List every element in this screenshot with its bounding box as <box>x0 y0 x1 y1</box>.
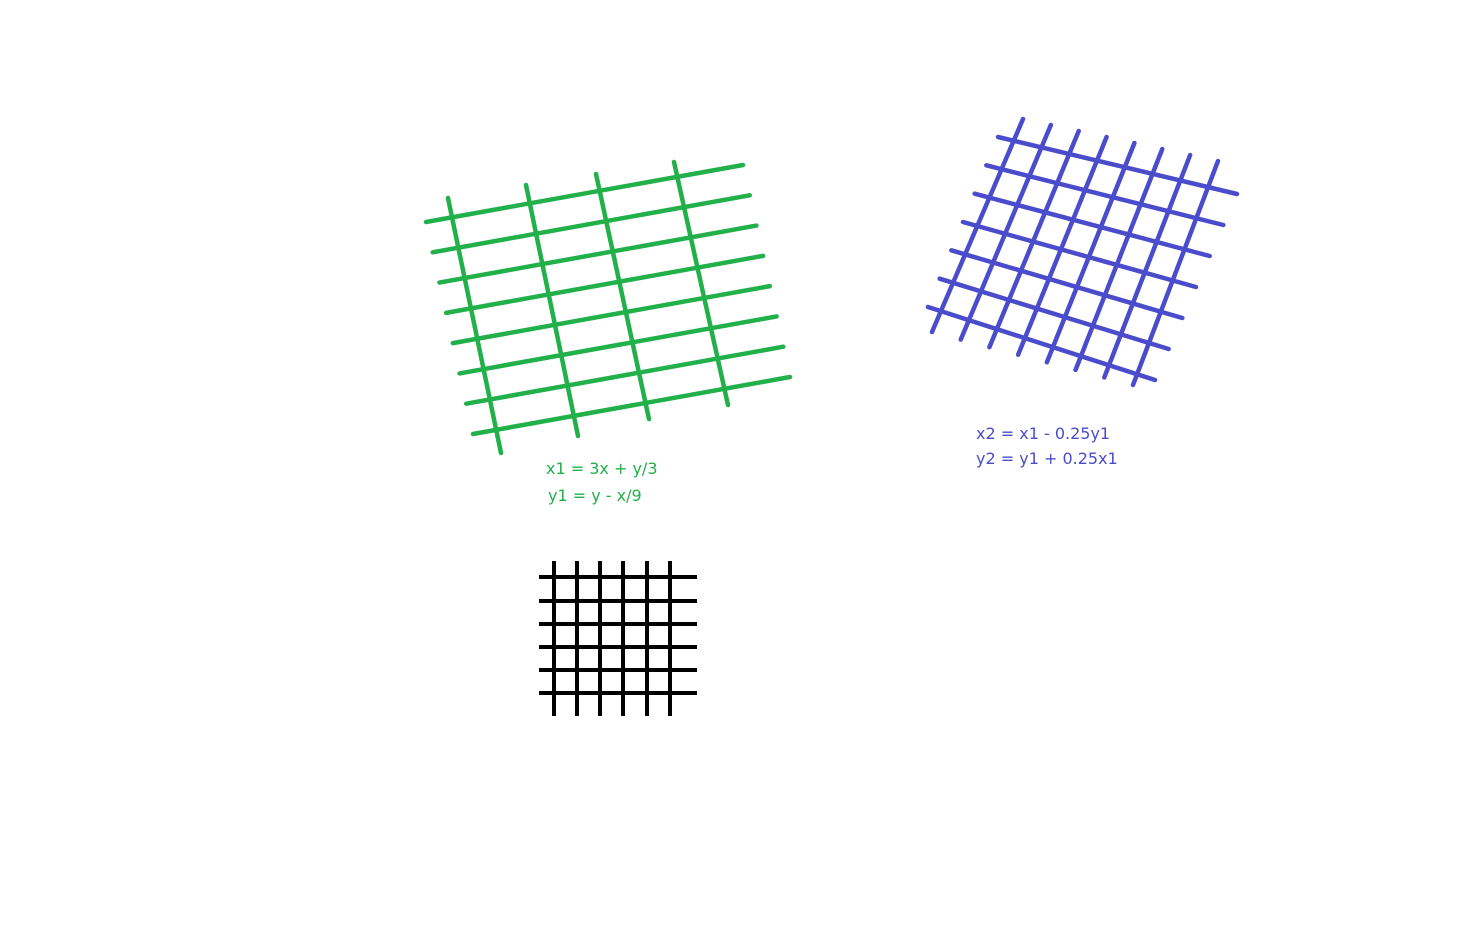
second-transform-equation-y: y2 = y1 + 0.25x1 <box>976 449 1118 468</box>
first-grid-row-line <box>464 344 786 406</box>
first-grid-row-line <box>443 253 766 316</box>
second-transformed-grid <box>925 116 1240 388</box>
first-transform-equation-y: y1 = y - x/9 <box>548 486 642 505</box>
second-grid-row-line <box>995 134 1240 197</box>
second-grid-column-line <box>1102 152 1193 380</box>
first-grid-row-line <box>450 283 773 346</box>
first-transform-equation-x: x1 = 3x + y/3 <box>546 459 658 478</box>
second-grid-column-line <box>1130 158 1221 388</box>
first-grid-column-line <box>445 195 504 456</box>
second-grid-row-line <box>960 219 1199 290</box>
second-grid-column-line <box>958 122 1054 342</box>
second-grid-row-line <box>949 248 1185 321</box>
first-grid-column-line <box>593 171 652 422</box>
first-grid-row-line <box>430 193 752 255</box>
first-grid-row-line <box>437 223 759 285</box>
second-grid-column-line <box>987 128 1081 350</box>
second-grid-row-line <box>972 191 1212 259</box>
second-grid-row-line <box>984 163 1226 228</box>
first-grid-row-line <box>423 162 746 225</box>
second-grid-row-line <box>937 276 1171 352</box>
second-grid-column-line <box>929 116 1026 335</box>
first-grid-column-line <box>523 182 581 439</box>
first-grid-column-line <box>671 159 731 408</box>
original-grid <box>539 561 697 716</box>
second-grid-column-line <box>1015 134 1109 357</box>
first-grid-row-line <box>457 314 779 376</box>
second-grid-column-line <box>1044 140 1137 365</box>
second-transform-equation-x: x2 = x1 - 0.25y1 <box>976 424 1110 443</box>
first-grid-row-line <box>470 374 793 437</box>
second-grid-row-line <box>925 304 1158 383</box>
first-transformed-grid <box>423 159 793 456</box>
second-grid-column-line <box>1073 146 1165 373</box>
